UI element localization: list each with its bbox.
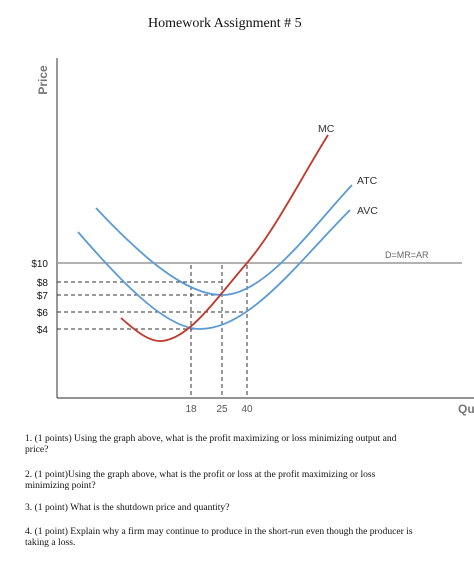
- avc-curve: [77, 209, 351, 330]
- price-tick: $7: [37, 291, 49, 302]
- title: Homework Assignment # 5: [148, 16, 302, 31]
- quantity-tick: 18: [185, 404, 197, 415]
- atc-label: ATC: [357, 175, 378, 187]
- price-tick: $4: [37, 325, 49, 336]
- y-axis-label: Price: [36, 65, 50, 95]
- demand-label: D=MR=AR: [385, 250, 429, 260]
- guides: [57, 265, 248, 398]
- mc-curve: [120, 134, 329, 342]
- mc-label: MC: [318, 123, 335, 135]
- price-tick: $6: [37, 308, 49, 319]
- avc-label: AVC: [357, 205, 378, 217]
- quantity-tick: 25: [216, 404, 228, 415]
- question: 2. (1 point)Using the graph above, what …: [25, 469, 376, 491]
- price-tick: $10: [31, 259, 48, 270]
- atc-curve: [95, 184, 353, 296]
- graph: Homework Assignment # 5 Price MC ATC AVC…: [31, 16, 474, 416]
- price-tick: $8: [37, 278, 49, 289]
- question: 3. (1 point) What is the shutdown price …: [25, 502, 230, 513]
- question: 1. (1 points) Using the graph above, wha…: [25, 433, 397, 455]
- quantity-tick: 40: [241, 404, 253, 415]
- x-axis-label: Qu: [458, 402, 474, 416]
- question: 4. (1 point) Explain why a firm may cont…: [25, 526, 413, 548]
